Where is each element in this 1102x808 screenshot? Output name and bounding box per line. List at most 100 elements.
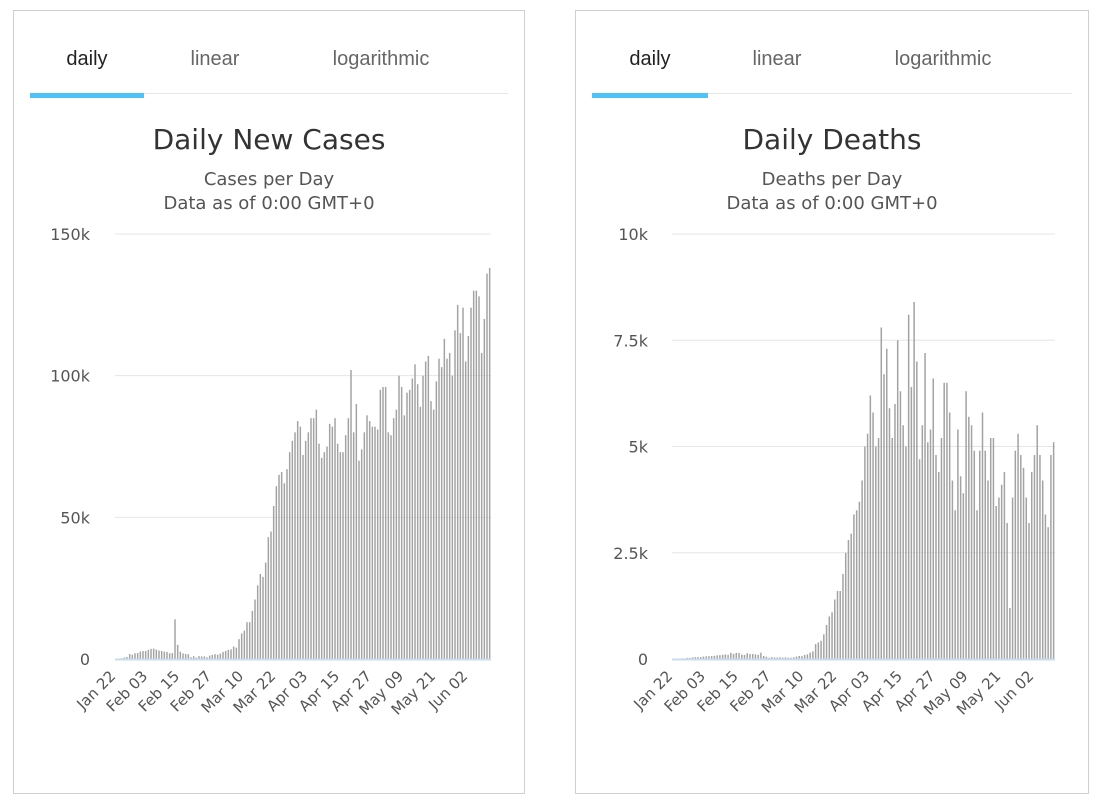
bar bbox=[344, 435, 347, 659]
tab-linear-label: linear bbox=[190, 48, 240, 70]
bar bbox=[451, 375, 454, 659]
bar bbox=[741, 654, 743, 659]
bar bbox=[795, 656, 798, 659]
bar bbox=[328, 423, 331, 659]
bar bbox=[387, 432, 390, 659]
bar bbox=[976, 510, 978, 659]
bar bbox=[134, 653, 136, 659]
bar bbox=[730, 652, 732, 659]
tab-linear[interactable]: linear bbox=[732, 39, 822, 93]
bar bbox=[803, 654, 806, 659]
bar bbox=[302, 455, 304, 659]
bar bbox=[921, 425, 924, 659]
bar bbox=[762, 655, 765, 659]
bar bbox=[347, 418, 350, 659]
bar bbox=[280, 472, 283, 659]
bar bbox=[424, 361, 427, 659]
bar bbox=[174, 619, 176, 659]
tab-daily[interactable]: daily bbox=[592, 39, 708, 98]
bar bbox=[336, 443, 339, 659]
tab-linear[interactable]: linear bbox=[170, 39, 260, 93]
bar bbox=[435, 381, 438, 659]
bar bbox=[779, 657, 781, 659]
bar bbox=[814, 644, 817, 660]
bar bbox=[984, 450, 986, 659]
bar bbox=[891, 438, 893, 659]
bar bbox=[406, 392, 408, 659]
bar bbox=[839, 591, 841, 659]
bar bbox=[262, 576, 264, 659]
chart-tabs: daily linear logarithmic bbox=[30, 39, 508, 98]
bar bbox=[211, 654, 214, 659]
bar bbox=[144, 651, 147, 659]
bar bbox=[478, 296, 480, 659]
bar bbox=[275, 486, 278, 659]
bar bbox=[784, 657, 787, 659]
bar bbox=[176, 644, 179, 659]
bar bbox=[888, 408, 891, 659]
bar bbox=[206, 657, 208, 659]
bar bbox=[1003, 472, 1006, 659]
bar bbox=[869, 395, 872, 659]
bar bbox=[716, 655, 718, 659]
bar bbox=[743, 654, 746, 659]
bar bbox=[222, 651, 224, 659]
bar bbox=[907, 314, 910, 659]
bar bbox=[331, 426, 334, 659]
bar bbox=[981, 412, 984, 659]
bar bbox=[738, 652, 740, 659]
bar bbox=[757, 654, 759, 659]
bar bbox=[350, 370, 352, 659]
bar bbox=[475, 290, 478, 659]
bar bbox=[825, 625, 828, 659]
bar bbox=[719, 655, 721, 659]
tab-daily[interactable]: daily bbox=[30, 39, 144, 98]
bar bbox=[866, 433, 869, 659]
bar bbox=[382, 387, 384, 659]
bar bbox=[861, 480, 863, 659]
bar bbox=[403, 415, 406, 659]
bar bbox=[235, 647, 238, 659]
y-tick-label: 2.5k bbox=[613, 544, 648, 563]
bar bbox=[171, 653, 174, 659]
bar bbox=[416, 384, 419, 659]
bar bbox=[951, 480, 954, 659]
active-tab-indicator bbox=[592, 93, 708, 98]
bar bbox=[232, 646, 235, 659]
bar bbox=[727, 654, 729, 659]
bar bbox=[708, 656, 710, 659]
bar bbox=[299, 426, 302, 659]
bar bbox=[488, 268, 491, 659]
bar bbox=[160, 651, 163, 659]
bar bbox=[773, 657, 776, 659]
y-tick-label: 0 bbox=[80, 650, 90, 669]
bar bbox=[858, 501, 861, 659]
bar bbox=[128, 653, 131, 659]
bar bbox=[195, 657, 198, 659]
bar bbox=[1000, 484, 1003, 659]
bar bbox=[200, 656, 203, 659]
bar bbox=[989, 438, 992, 659]
bar bbox=[1022, 467, 1025, 659]
y-tick-label: 0 bbox=[638, 650, 648, 669]
bar bbox=[395, 409, 398, 659]
active-tab-indicator bbox=[30, 93, 144, 98]
bar bbox=[771, 657, 773, 659]
bar bbox=[264, 562, 267, 659]
tab-logarithmic[interactable]: logarithmic bbox=[868, 39, 1018, 93]
bar bbox=[968, 416, 970, 659]
bar bbox=[801, 656, 803, 659]
bar bbox=[246, 622, 248, 659]
bar bbox=[448, 353, 451, 659]
y-tick-label: 10k bbox=[618, 225, 648, 244]
bar bbox=[366, 415, 368, 659]
bar bbox=[470, 307, 472, 659]
tab-logarithmic[interactable]: logarithmic bbox=[306, 39, 456, 93]
bar bbox=[446, 358, 448, 659]
bar bbox=[809, 652, 811, 660]
bar bbox=[847, 540, 850, 659]
bar bbox=[432, 409, 435, 659]
bar bbox=[411, 378, 414, 659]
bar bbox=[296, 421, 299, 659]
bar bbox=[746, 653, 748, 659]
